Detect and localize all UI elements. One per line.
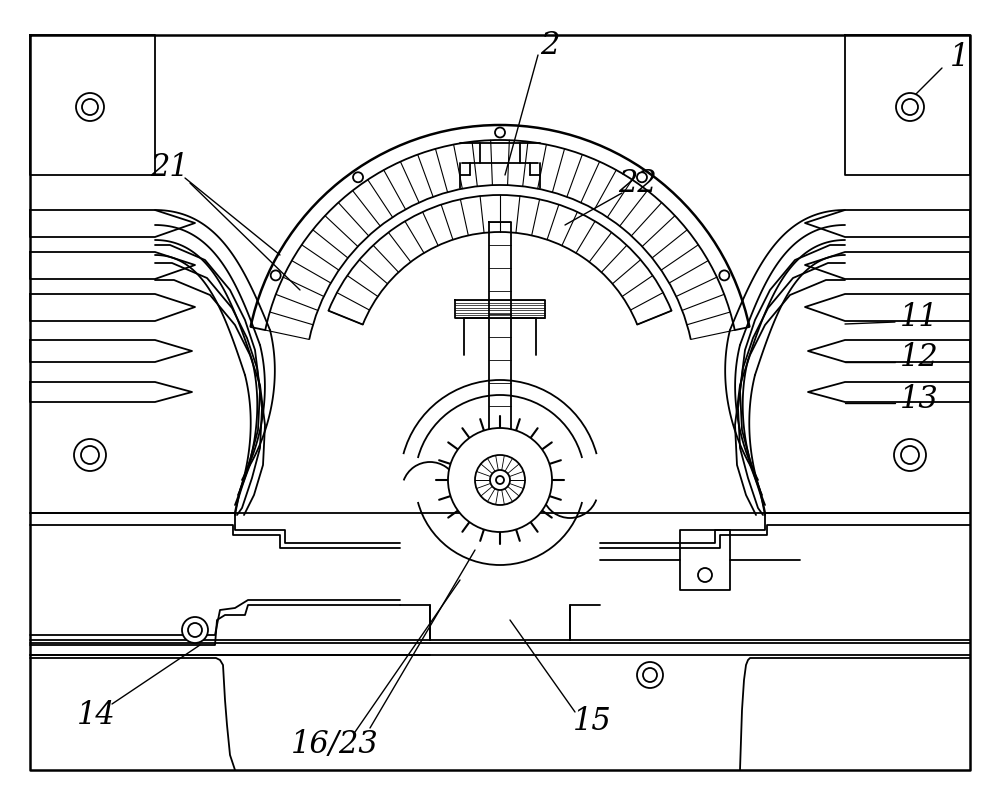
Text: 16/23: 16/23 (291, 730, 379, 761)
Text: 1: 1 (950, 42, 970, 74)
Circle shape (643, 668, 657, 682)
Circle shape (637, 172, 647, 182)
Circle shape (637, 662, 663, 688)
Circle shape (902, 99, 918, 115)
Circle shape (188, 623, 202, 637)
Text: 22: 22 (619, 168, 657, 199)
Circle shape (495, 127, 505, 138)
Circle shape (74, 439, 106, 471)
Circle shape (475, 455, 525, 505)
Text: 21: 21 (151, 152, 189, 183)
Text: 14: 14 (77, 700, 115, 731)
Circle shape (82, 99, 98, 115)
Circle shape (719, 270, 729, 281)
Circle shape (698, 568, 712, 582)
Circle shape (271, 270, 281, 281)
Circle shape (901, 446, 919, 464)
Circle shape (496, 476, 504, 484)
Circle shape (448, 428, 552, 532)
Circle shape (896, 93, 924, 121)
Text: 12: 12 (900, 342, 939, 374)
Circle shape (182, 617, 208, 643)
Circle shape (894, 439, 926, 471)
Circle shape (353, 172, 363, 182)
Text: 15: 15 (573, 706, 611, 737)
Text: 13: 13 (900, 384, 939, 415)
Text: 2: 2 (540, 29, 560, 61)
Text: 11: 11 (900, 303, 939, 333)
Circle shape (490, 470, 510, 490)
Circle shape (81, 446, 99, 464)
Circle shape (76, 93, 104, 121)
